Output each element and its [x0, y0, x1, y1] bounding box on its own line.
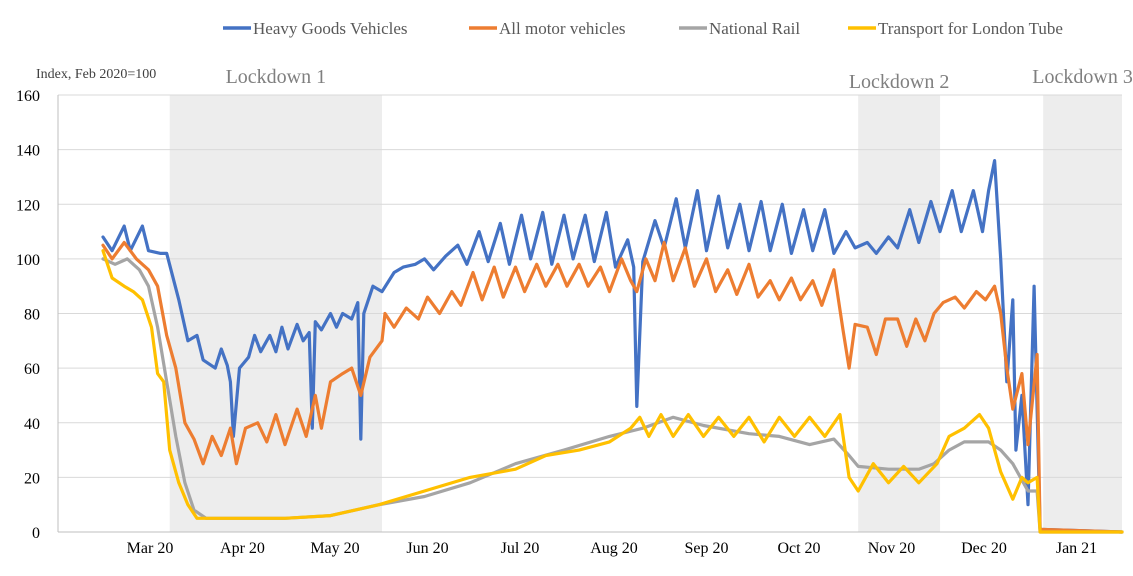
x-tick-label: Oct 20	[777, 540, 820, 557]
x-tick-label: Apr 20	[220, 540, 265, 557]
y-tick-label: 100	[16, 252, 40, 269]
lockdown-label-2: Lockdown 2	[849, 71, 950, 93]
x-tick-label: Jan 21	[1056, 540, 1097, 557]
series-lines	[101, 159, 1124, 534]
axes: 0 20 40 60 80 100 120 140 160 Mar 20 Apr 20 May 20 J…	[16, 88, 1122, 557]
y-tick-label: 20	[24, 470, 40, 487]
y-tick-label: 120	[16, 197, 40, 214]
legend-label: Heavy Goods Vehicles	[253, 19, 408, 38]
y-tick-label: 60	[24, 361, 40, 378]
series-line-2	[101, 240, 1124, 534]
y-tick-label: 0	[32, 525, 40, 542]
y-tick-label: 80	[24, 307, 40, 324]
y-tick-label: 40	[24, 416, 40, 433]
x-tick-label: Dec 20	[961, 540, 1007, 557]
legend-label: Transport for London Tube	[878, 19, 1063, 38]
legend-label: National Rail	[709, 19, 800, 38]
y-tick-label: 140	[16, 143, 40, 160]
x-tick-label: Nov 20	[868, 540, 916, 557]
x-tick-label: Jun 20	[406, 540, 448, 557]
series-line-1	[101, 159, 1124, 534]
legend-label: All motor vehicles	[499, 19, 626, 38]
lockdown-label-3: Lockdown 3	[1032, 66, 1133, 88]
x-tick-label: Mar 20	[127, 540, 174, 557]
series-line-4	[101, 249, 1124, 534]
legend: Heavy Goods Vehicles All motor vehicles Na…	[223, 19, 1063, 38]
lockdown-label-1: Lockdown 1	[226, 66, 327, 88]
y-tick-label: 160	[16, 88, 40, 105]
lockdown-shading: Lockdown 1 Lockdown 2 Lockdown 3	[169, 66, 1133, 532]
x-tick-label: Aug 20	[590, 540, 638, 557]
x-tick-label: May 20	[310, 540, 359, 557]
series-line-3	[101, 257, 1124, 534]
y-axis-label: Index, Feb 2020=100	[36, 67, 156, 82]
x-tick-label: Jul 20	[501, 540, 540, 557]
x-tick-label: Sep 20	[685, 540, 729, 557]
